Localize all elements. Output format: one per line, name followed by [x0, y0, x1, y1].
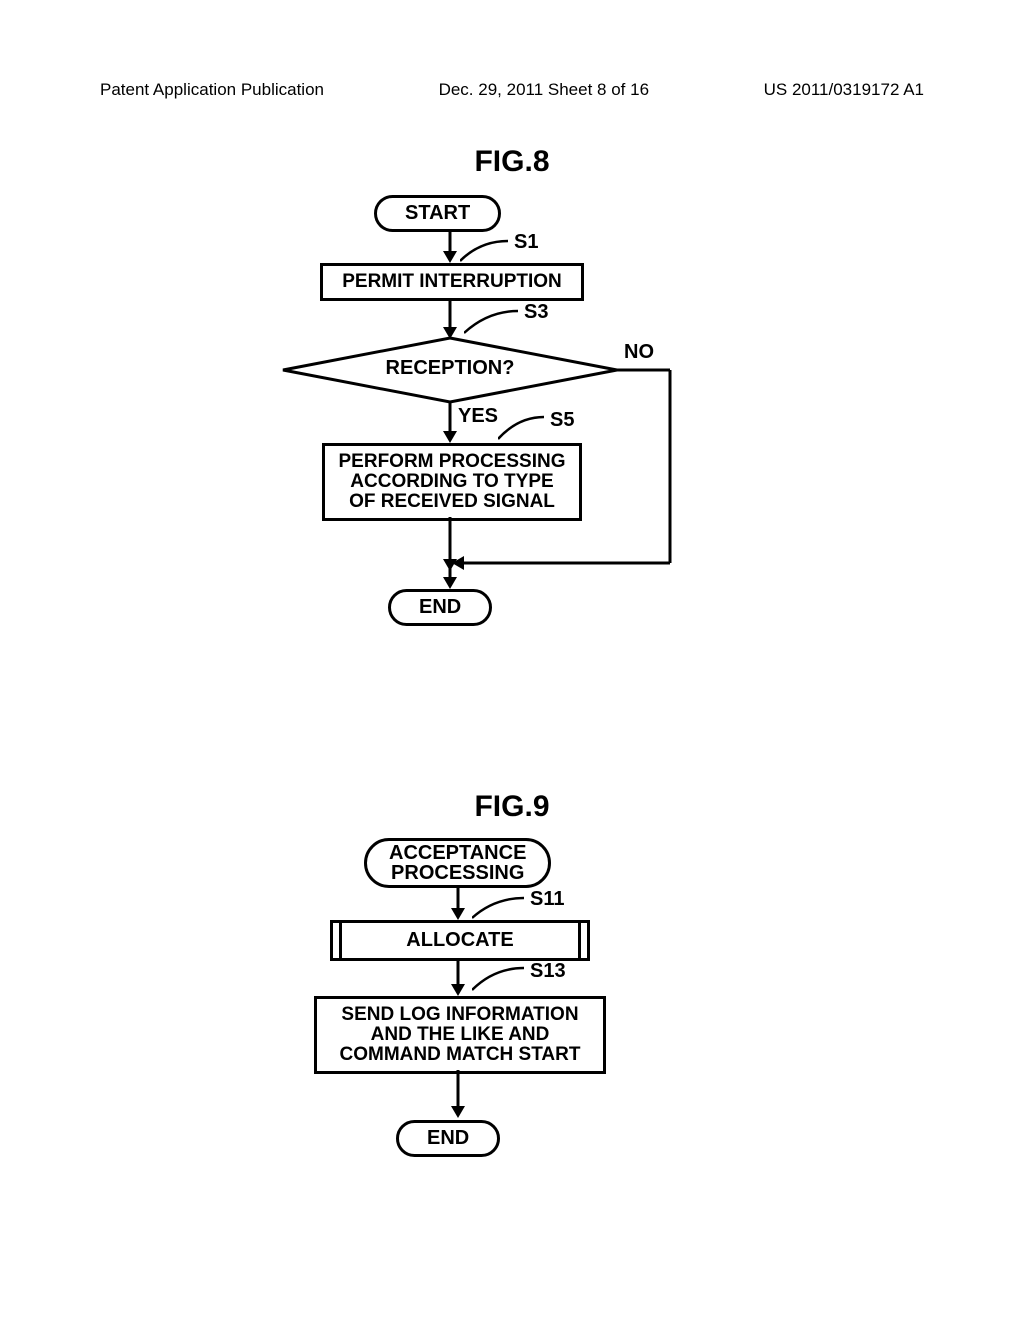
s11-label: S11 — [530, 888, 564, 911]
arrow-start-s1 — [440, 231, 460, 265]
s5-text: PERFORM PROCESSING ACCORDING TO TYPE OF … — [339, 451, 566, 512]
s1-label: S1 — [514, 231, 538, 254]
fig8-end: END — [388, 589, 492, 626]
header-left: Patent Application Publication — [100, 80, 324, 100]
fig9-flowchart: ACCEPTANCE PROCESSING S11 ALLOCATE S13 S… — [300, 838, 740, 1218]
s5-label: S5 — [550, 409, 574, 432]
s3-label: S3 — [524, 301, 548, 324]
fig9-title: FIG.9 — [0, 790, 1024, 824]
s11-box: ALLOCATE — [330, 920, 590, 961]
s13-label: S13 — [530, 960, 566, 983]
page-header: Patent Application Publication Dec. 29, … — [0, 80, 1024, 100]
s3-no: NO — [624, 341, 654, 364]
arrow-s5-end — [440, 517, 680, 573]
arrow-s3-s5 — [440, 401, 460, 445]
arrow-start-s11 — [448, 888, 468, 922]
fig8-title: FIG.8 — [0, 145, 1024, 179]
s1-box: PERMIT INTERRUPTION — [320, 263, 584, 301]
fig9-start: ACCEPTANCE PROCESSING — [364, 838, 551, 888]
s13-text: SEND LOG INFORMATION AND THE LIKE AND CO… — [340, 1004, 581, 1065]
s5-conn — [498, 413, 554, 443]
s3-yes: YES — [458, 405, 498, 428]
s13-box: SEND LOG INFORMATION AND THE LIKE AND CO… — [314, 996, 606, 1074]
header-center: Dec. 29, 2011 Sheet 8 of 16 — [439, 80, 649, 100]
s3-text: RECEPTION? — [380, 357, 520, 380]
fig8-flowchart: START S1 PERMIT INTERRUPTION S3 RECEPTIO… — [280, 195, 760, 635]
arrow-s13-end — [448, 1070, 468, 1120]
fig9-start-text: ACCEPTANCE PROCESSING — [389, 842, 526, 884]
s11-conn — [472, 894, 534, 922]
s13-conn — [472, 964, 534, 994]
s1-conn — [460, 237, 520, 265]
fig8-start: START — [374, 195, 501, 232]
header-right: US 2011/0319172 A1 — [764, 80, 924, 100]
fig9-end: END — [396, 1120, 500, 1157]
arrow-s11-s13 — [448, 958, 468, 998]
s3-conn — [464, 307, 530, 337]
arrow-merge-down — [440, 563, 460, 591]
s5-box: PERFORM PROCESSING ACCORDING TO TYPE OF … — [322, 443, 582, 521]
